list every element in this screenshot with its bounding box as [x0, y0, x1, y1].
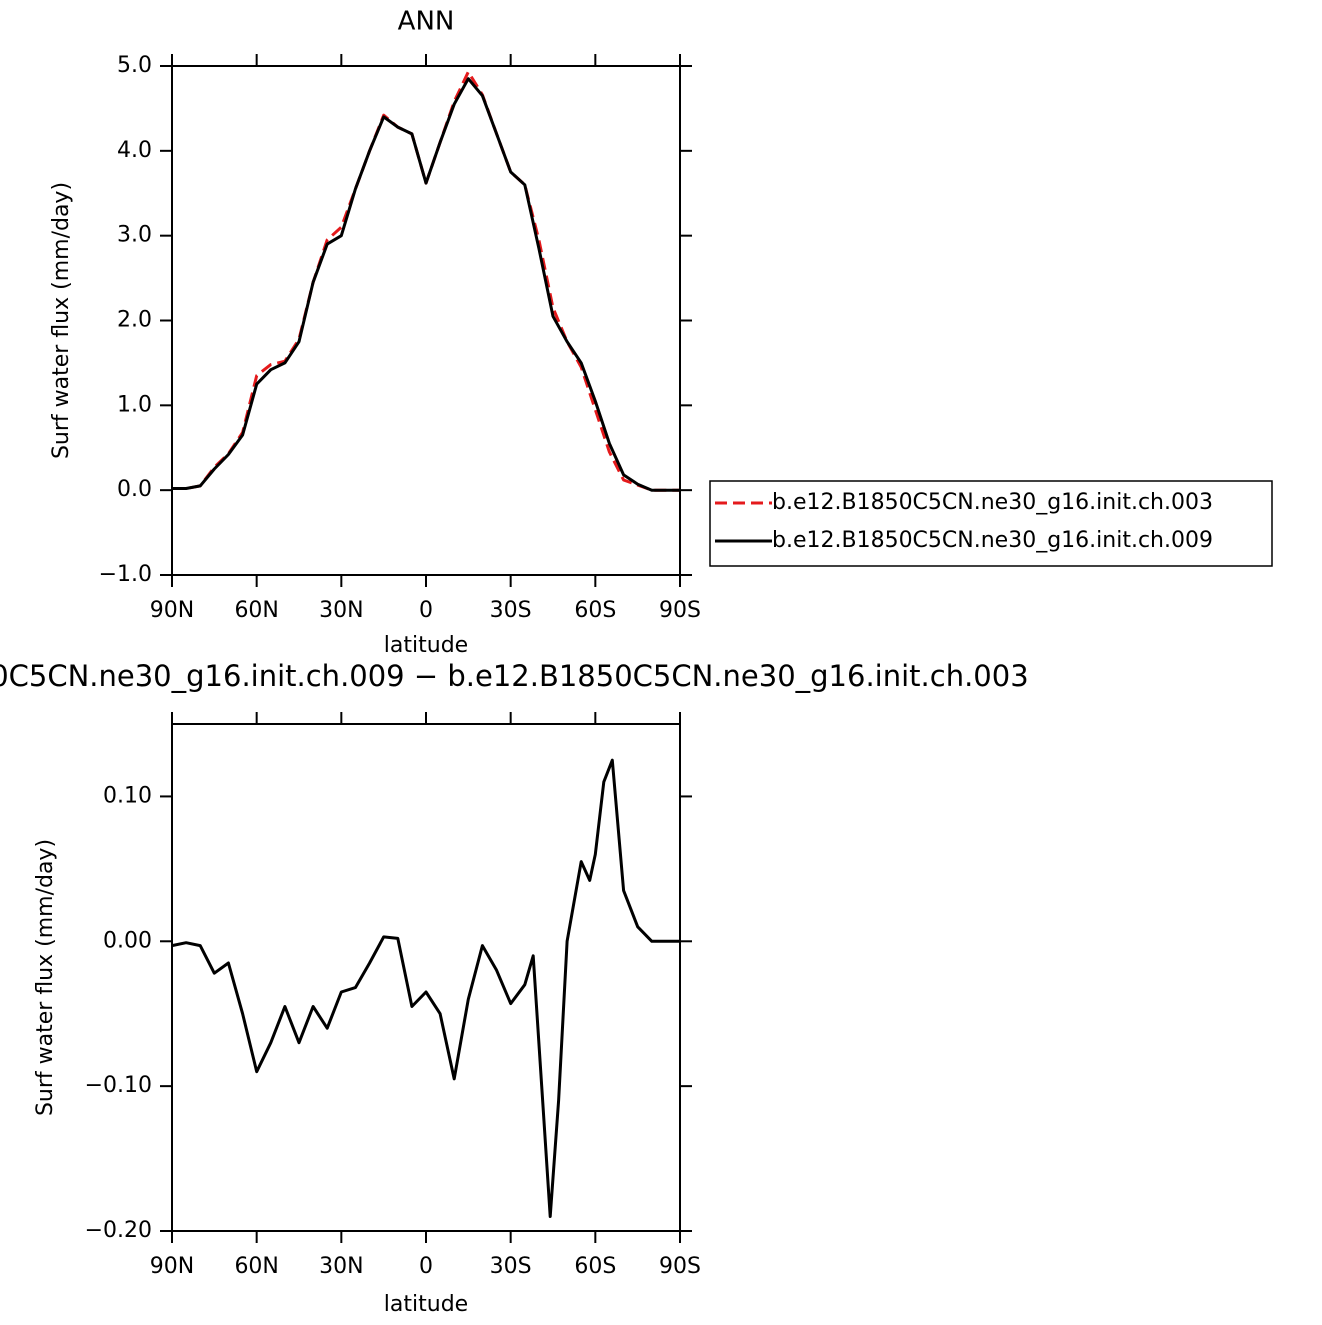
- x-tick-label: 90S: [659, 1254, 701, 1279]
- chart-title: b.e12.B1850C5CN.ne30_g16.init.ch.009 − b…: [0, 659, 1029, 693]
- y-tick-label: 2.0: [117, 308, 152, 333]
- y-tick-label: 1.0: [117, 392, 152, 417]
- x-tick-label: 30N: [319, 1254, 363, 1279]
- x-tick-label: 30N: [319, 598, 363, 623]
- legend-box: [709, 480, 1273, 567]
- y-axis-label: Surf water flux (mm/day): [33, 839, 58, 1116]
- data-line: [171, 758, 680, 1218]
- legend-label: b.e12.B1850C5CN.ne30_g16.init.ch.003: [772, 490, 1213, 515]
- plot-frame: [171, 723, 681, 1232]
- x-tick-label: 60N: [234, 598, 278, 623]
- x-tick-label: 0: [419, 1254, 433, 1279]
- y-tick-label: −0.10: [85, 1073, 152, 1098]
- legend-label: b.e12.B1850C5CN.ne30_g16.init.ch.009: [772, 528, 1213, 553]
- x-tick-label: 90N: [150, 598, 194, 623]
- data-line: [172, 77, 680, 492]
- y-tick-label: 0.00: [103, 928, 152, 953]
- y-tick-label: 4.0: [117, 138, 152, 163]
- y-tick-label: −0.20: [85, 1218, 152, 1243]
- y-tick-label: 3.0: [117, 223, 152, 248]
- x-tick-label: 60S: [574, 1254, 616, 1279]
- x-tick-label: 90N: [150, 1254, 194, 1279]
- x-tick-label: 60N: [234, 1254, 278, 1279]
- x-axis-label: latitude: [384, 633, 468, 658]
- chart-title: ANN: [398, 7, 455, 37]
- plot-frame: [171, 65, 681, 576]
- y-tick-label: 5.0: [117, 53, 152, 78]
- x-axis-label: latitude: [384, 1292, 468, 1317]
- x-tick-label: 90S: [659, 598, 701, 623]
- y-axis-label: Surf water flux (mm/day): [49, 182, 74, 459]
- x-tick-label: 0: [419, 598, 433, 623]
- x-tick-label: 30S: [490, 1254, 532, 1279]
- y-tick-label: 0.0: [117, 477, 152, 502]
- y-tick-label: 0.10: [103, 783, 152, 808]
- x-tick-label: 60S: [574, 598, 616, 623]
- x-tick-label: 30S: [490, 598, 532, 623]
- y-tick-label: −1.0: [99, 562, 152, 587]
